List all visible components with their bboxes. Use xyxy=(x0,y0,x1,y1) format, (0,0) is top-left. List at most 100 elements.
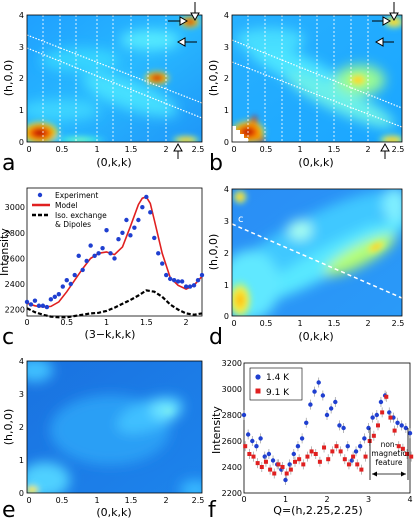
ytick-f-4: 3000 xyxy=(222,385,242,394)
ytick-d-3: 3 xyxy=(224,217,229,226)
experiment-point xyxy=(92,253,97,259)
point-1-4K xyxy=(362,436,367,441)
experiment-point xyxy=(116,237,121,242)
xtick-b-4: 2 xyxy=(365,145,370,154)
xtick-c-1: 0.5 xyxy=(60,318,73,327)
point-9-1K xyxy=(405,452,410,456)
experiment-point xyxy=(132,225,137,230)
point-9-1K xyxy=(392,428,397,433)
xlabel-b: (0,k,k) xyxy=(298,156,333,169)
ytick-a-4: 4 xyxy=(19,11,24,20)
point-9-1K xyxy=(263,459,268,464)
experiment-point xyxy=(28,302,34,307)
annotation-f: non- magnetic feature xyxy=(369,428,409,480)
ytick-c-0: 2200 xyxy=(5,306,25,315)
ytick-a-0: 0 xyxy=(19,138,24,147)
ytick-b-4: 4 xyxy=(224,11,229,20)
experiment-point xyxy=(84,258,89,264)
arrow-annotations-b xyxy=(372,2,399,159)
experiment-point xyxy=(175,279,181,284)
point-1-4K xyxy=(403,425,409,431)
legend-f: 1.4 K 9.1 K xyxy=(249,367,303,401)
experiment-point xyxy=(56,292,62,297)
experiment-point xyxy=(112,256,117,261)
ytick-c-2: 2600 xyxy=(5,254,25,263)
xlabel-f: Q=(h,2.25,2.25) xyxy=(273,504,362,517)
point-1-4K xyxy=(254,444,259,449)
point-1-4K xyxy=(378,399,384,405)
point-1-4K xyxy=(304,420,309,425)
point-1-4K xyxy=(295,444,301,449)
experiment-point xyxy=(76,253,81,259)
xtick-f-2: 2 xyxy=(324,495,329,504)
xtick-f-0: 0 xyxy=(241,495,246,504)
xtick-e-0: 0 xyxy=(26,496,31,505)
xtick-b-2: 1 xyxy=(297,145,302,154)
experiment-point xyxy=(96,251,101,256)
xtick-c-2: 1 xyxy=(104,318,109,327)
point-1-4K xyxy=(316,380,321,385)
xtick-e-1: 0.5 xyxy=(56,496,69,505)
xtick-b-1: 0.5 xyxy=(260,145,273,154)
plot-data-f xyxy=(241,377,414,485)
legend-c-model: Model xyxy=(55,201,78,210)
point-9-1K xyxy=(276,462,281,467)
ytick-e-3: 3 xyxy=(19,390,24,399)
plot-frame-c xyxy=(26,187,203,317)
panel-d: c 0 1 2 3 4 0 0.5 1 1.5 2 2.5 (0,k,k) (h… xyxy=(207,185,405,350)
experiment-point xyxy=(187,284,193,289)
xtick-d-5: 2.5 xyxy=(392,319,405,328)
xlabel-d: (0,k,k) xyxy=(298,330,333,343)
ytick-d-4: 4 xyxy=(224,185,229,194)
heatmap-e xyxy=(27,361,202,493)
experiment-point xyxy=(148,210,153,215)
xtick-a-0: 0 xyxy=(26,145,31,154)
point-9-1K xyxy=(376,423,380,428)
experiment-point xyxy=(124,217,129,223)
xtick-a-1: 0.5 xyxy=(56,145,69,154)
point-1-4K xyxy=(358,444,363,449)
ytick-c-1: 2400 xyxy=(5,280,25,289)
point-9-1K xyxy=(400,446,405,451)
point-9-1K xyxy=(305,454,310,459)
point-1-4K xyxy=(324,412,330,418)
panel-label-b: b xyxy=(209,151,223,176)
ytick-e-1: 1 xyxy=(19,456,24,465)
point-1-4K xyxy=(374,412,379,418)
experiment-point xyxy=(156,251,161,256)
experiment-point xyxy=(52,294,58,299)
xtick-d-4: 2 xyxy=(365,319,370,328)
point-1-4K xyxy=(258,436,263,441)
experiment-point xyxy=(24,299,30,305)
experiment-point xyxy=(48,297,54,302)
point-1-4K xyxy=(345,444,350,449)
ytick-e-0: 0 xyxy=(19,489,24,498)
xlabel-e: (0,k,k) xyxy=(96,506,131,518)
ytick-d-2: 2 xyxy=(224,249,229,258)
experiment-point xyxy=(164,272,169,278)
ytick-a-1: 1 xyxy=(19,106,24,115)
experiment-point xyxy=(199,272,205,278)
xtick-d-1: 0.5 xyxy=(260,319,273,328)
legend-f-marker-2 xyxy=(255,388,261,394)
heatmap-d xyxy=(232,189,402,316)
experiment-point xyxy=(36,303,42,308)
point-9-1K xyxy=(363,454,368,459)
panel-e: 0 1 2 3 4 0 0.5 1 1.5 2 2.5 (0,k,k) (h,0… xyxy=(2,357,204,518)
point-9-1K xyxy=(409,454,414,459)
point-9-1K xyxy=(371,433,376,438)
point-9-1K xyxy=(330,449,335,454)
ylabel-f: Intensity xyxy=(210,406,223,454)
cut-line-d xyxy=(232,223,402,299)
plot-data-c xyxy=(24,194,205,319)
yticks-e: 0 1 2 3 4 xyxy=(19,357,24,498)
experiment-point xyxy=(80,267,85,273)
experiment-point xyxy=(144,194,149,200)
yticks-a: 0 1 2 3 4 xyxy=(19,11,24,147)
ylabel-d: (h,0,0) xyxy=(207,234,220,271)
xticks-a: 0 0.5 1 1.5 2 2.5 xyxy=(26,145,204,154)
xtick-b-3: 1.5 xyxy=(328,145,341,154)
ytick-b-1: 1 xyxy=(224,106,229,115)
experiment-point xyxy=(191,283,197,288)
